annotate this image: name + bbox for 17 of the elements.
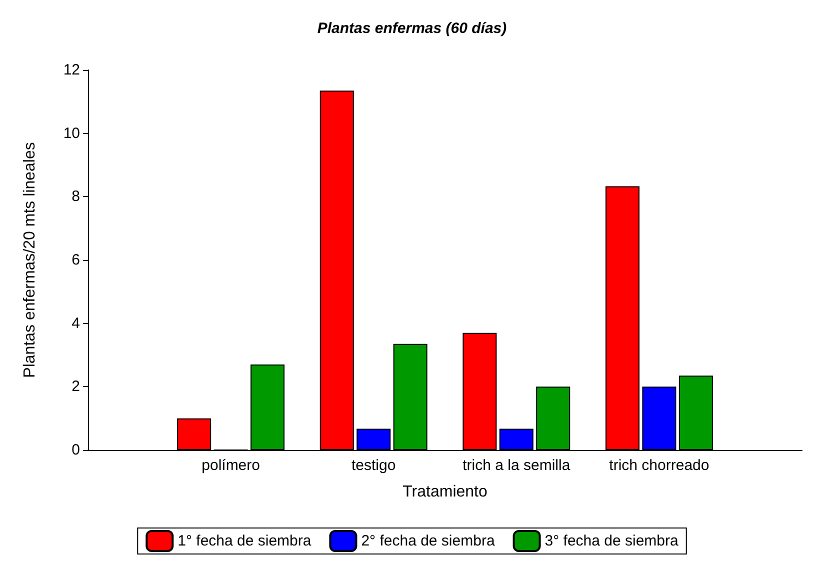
- y-tick-label: 12: [63, 62, 80, 78]
- y-tick-label: 10: [63, 124, 80, 142]
- x-axis-title: Tratamiento: [402, 484, 488, 500]
- x-tick-label: testigo: [352, 457, 396, 474]
- legend-label: 3° fecha de siembra: [544, 532, 680, 550]
- y-tick-label: 2: [72, 378, 80, 396]
- x-tick-label: trich a la semilla: [462, 457, 571, 474]
- x-tick-label: polímero: [202, 457, 260, 474]
- x-tick-label: trich chorreado: [609, 457, 710, 474]
- legend-label: 1° fecha de siembra: [178, 532, 312, 550]
- y-tick-label: 4: [72, 314, 80, 332]
- y-tick-label: 0: [72, 442, 80, 458]
- y-tick-label: 8: [72, 188, 80, 206]
- chart-title: Plantas enfermas (60 días): [317, 20, 507, 37]
- y-tick-label: 6: [72, 252, 80, 268]
- legend-label: 2° fecha de siembra: [361, 532, 496, 550]
- y-axis-title: Plantas enfermas/20 mts lineales: [22, 142, 38, 378]
